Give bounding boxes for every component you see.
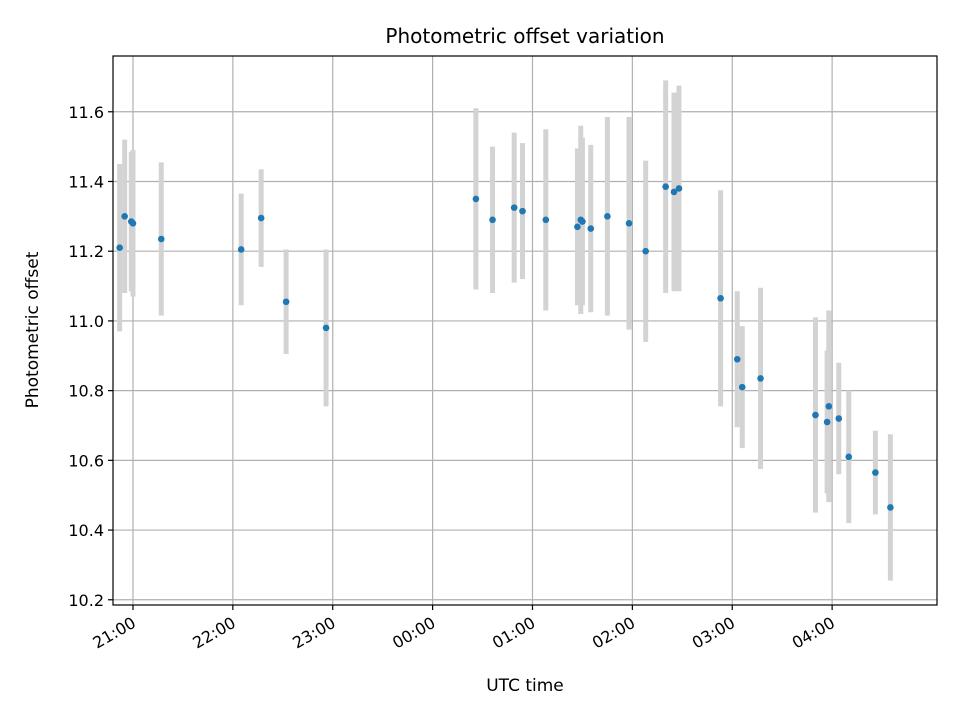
x-tick-label: 01:00 <box>489 613 538 653</box>
y-tick-label: 10.4 <box>68 521 104 540</box>
x-tick-label: 04:00 <box>789 613 838 653</box>
x-tick-label: 21:00 <box>90 613 139 653</box>
y-tick-label: 11.2 <box>68 242 104 261</box>
data-point <box>157 235 165 243</box>
x-tick-label: 22:00 <box>189 613 238 653</box>
data-point <box>625 220 633 227</box>
data-point <box>587 225 595 232</box>
plot-frame <box>112 55 938 606</box>
data-point <box>812 411 819 419</box>
data-point <box>835 415 843 422</box>
chart-title: Photometric offset variation <box>385 24 664 48</box>
y-tick-label: 10.2 <box>68 591 104 610</box>
y-tick-label: 11.4 <box>68 172 104 191</box>
x-axis-label: UTC time <box>486 676 564 696</box>
data-point <box>322 324 330 332</box>
data-point <box>519 207 526 215</box>
data-point <box>121 213 128 220</box>
x-tick-label: 23:00 <box>289 613 338 653</box>
data-point <box>887 504 894 511</box>
data-point <box>257 214 265 222</box>
y-axis-label: Photometric offset <box>23 251 43 408</box>
y-tick-label: 11.0 <box>68 312 104 331</box>
data-point <box>757 375 764 382</box>
data-point <box>662 183 669 191</box>
data-point <box>738 383 746 391</box>
data-points <box>116 183 894 511</box>
data-point <box>116 244 123 252</box>
x-axis-ticks: 21:00 22:00 23:00 00:00 01:00 02:00 03:00 04:00 <box>90 605 838 653</box>
data-point <box>510 204 518 211</box>
data-point <box>825 403 833 410</box>
data-point <box>129 220 137 227</box>
data-point <box>675 185 683 192</box>
data-point <box>872 469 879 476</box>
y-tick-label: 10.6 <box>68 451 104 470</box>
data-point <box>670 188 678 196</box>
x-tick-label: 03:00 <box>689 613 738 653</box>
x-tick-label: 02:00 <box>589 613 638 653</box>
data-point <box>489 216 496 224</box>
data-point <box>574 223 581 231</box>
data-point <box>542 216 550 224</box>
x-tick-label: 00:00 <box>389 613 438 653</box>
y-axis-ticks: 10.2 10.4 10.6 10.8 11.0 11.2 11.4 11.6 <box>68 103 113 610</box>
data-point <box>604 213 611 220</box>
data-point <box>717 294 724 302</box>
data-point <box>823 418 831 426</box>
data-point <box>282 298 290 306</box>
y-tick-label: 11.6 <box>68 103 104 122</box>
error-bars <box>117 80 893 581</box>
data-point <box>733 355 741 363</box>
data-point <box>845 453 853 461</box>
data-point <box>579 218 586 225</box>
data-point <box>642 247 649 255</box>
data-point <box>472 195 480 203</box>
data-point <box>237 246 245 253</box>
y-tick-label: 10.8 <box>68 382 104 401</box>
